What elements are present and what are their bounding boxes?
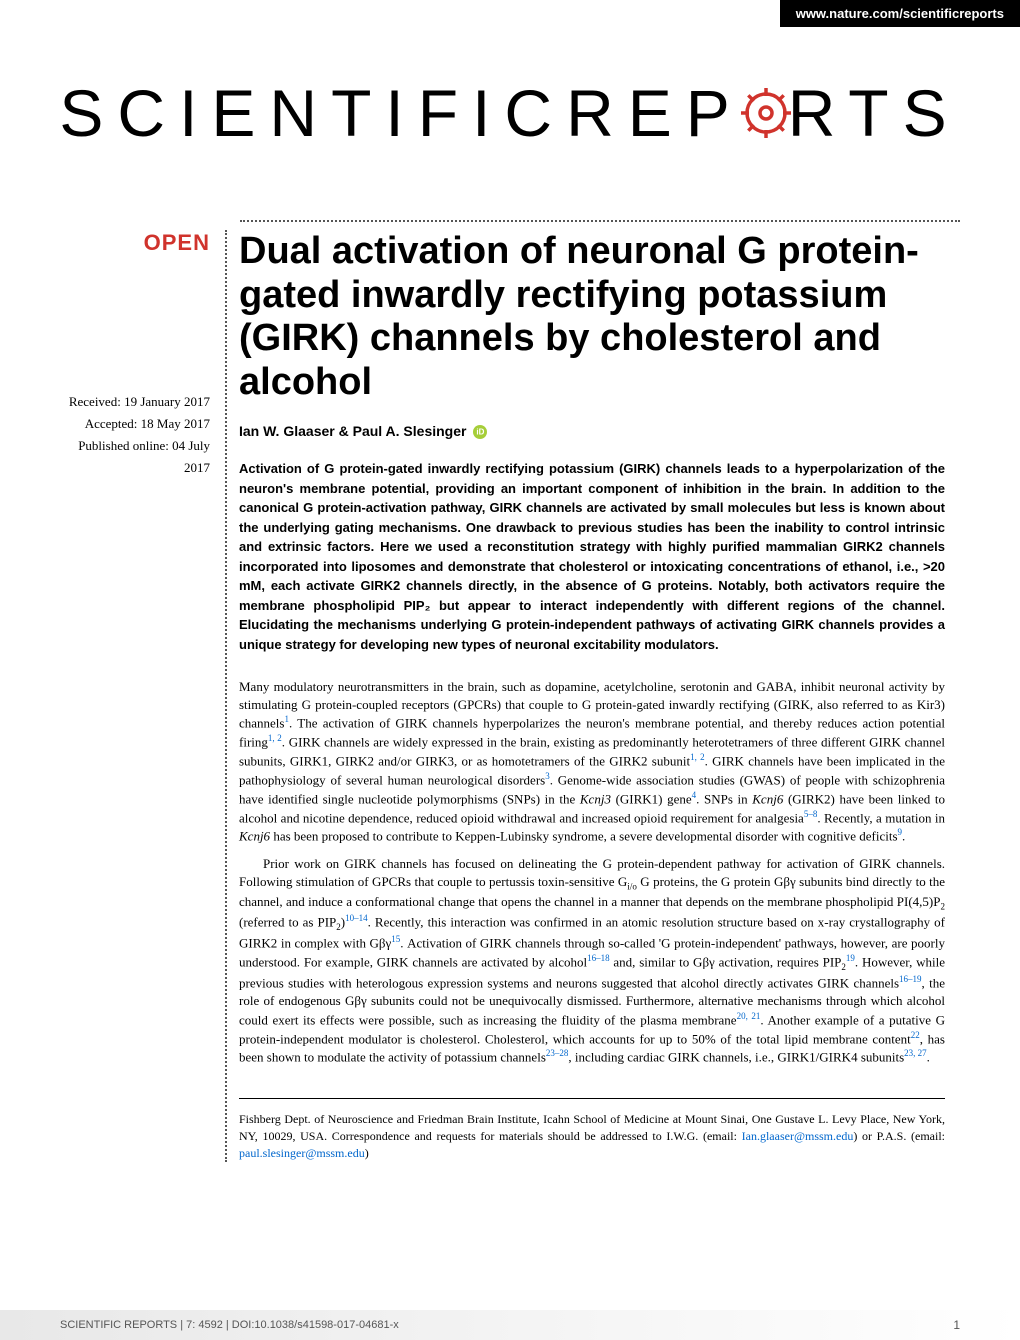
article-title: Dual activation of neuronal G protein-ga…: [239, 230, 945, 405]
ref-link[interactable]: 22: [911, 1030, 920, 1040]
authors-text: Ian W. Glaaser & Paul A. Slesinger: [239, 423, 466, 439]
journal-logo: SCIENTIFIC REP RTS: [60, 75, 960, 151]
ref-link[interactable]: 23, 27: [904, 1048, 927, 1058]
dotted-top-border: [240, 220, 960, 222]
body-paragraph-2: Prior work on GIRK channels has focused …: [239, 855, 945, 1066]
ref-link[interactable]: 15: [391, 934, 400, 944]
ref-link[interactable]: 10–14: [345, 913, 368, 923]
authors-line: Ian W. Glaaser & Paul A. Slesinger: [239, 423, 945, 439]
header-url: www.nature.com/scientificreports: [796, 6, 1004, 21]
date-received: Received: 19 January 2017: [60, 391, 210, 413]
left-sidebar: OPEN Received: 19 January 2017 Accepted:…: [60, 230, 225, 479]
ref-link[interactable]: 16–18: [587, 953, 610, 963]
affiliation-section: Fishberg Dept. of Neuroscience and Fried…: [239, 1098, 945, 1161]
footer-citation: SCIENTIFIC REPORTS | 7: 4592 | DOI:10.10…: [60, 1319, 399, 1331]
date-accepted: Accepted: 18 May 2017: [60, 413, 210, 435]
ref-link[interactable]: 23–28: [546, 1048, 569, 1058]
page-footer: SCIENTIFIC REPORTS | 7: 4592 | DOI:10.10…: [0, 1310, 1020, 1340]
affiliation-text: Fishberg Dept. of Neuroscience and Fried…: [239, 1111, 945, 1161]
footer-page-number: 1: [953, 1318, 960, 1332]
ref-link[interactable]: 1, 2: [268, 733, 282, 743]
date-published: Published online: 04 July 2017: [60, 435, 210, 479]
publication-dates: Received: 19 January 2017 Accepted: 18 M…: [60, 391, 210, 479]
ref-link[interactable]: 1, 2: [690, 752, 705, 762]
ref-link[interactable]: 20, 21: [737, 1011, 761, 1021]
email-link-2[interactable]: paul.slesinger@mssm.edu: [239, 1146, 365, 1160]
ref-link[interactable]: 5–8: [804, 809, 818, 819]
content-area: OPEN Received: 19 January 2017 Accepted:…: [60, 220, 960, 1300]
journal-name-part3: RTS: [788, 75, 961, 151]
orcid-icon[interactable]: [473, 425, 487, 439]
journal-name-part1: SCIENTIFIC: [59, 75, 566, 151]
abstract: Activation of G protein-gated inwardly r…: [239, 459, 945, 654]
open-badge: OPEN: [60, 230, 210, 256]
journal-name-part2: REP: [566, 75, 744, 151]
header-url-bar: www.nature.com/scientificreports: [780, 0, 1020, 27]
email-link-1[interactable]: Ian.glaaser@mssm.edu: [742, 1129, 854, 1143]
main-column: Dual activation of neuronal G protein-ga…: [225, 230, 945, 1162]
ref-link[interactable]: 19: [846, 953, 855, 963]
gear-icon: [738, 82, 794, 144]
ref-link[interactable]: 16–19: [899, 974, 922, 984]
body-paragraph-1: Many modulatory neurotransmitters in the…: [239, 678, 945, 845]
